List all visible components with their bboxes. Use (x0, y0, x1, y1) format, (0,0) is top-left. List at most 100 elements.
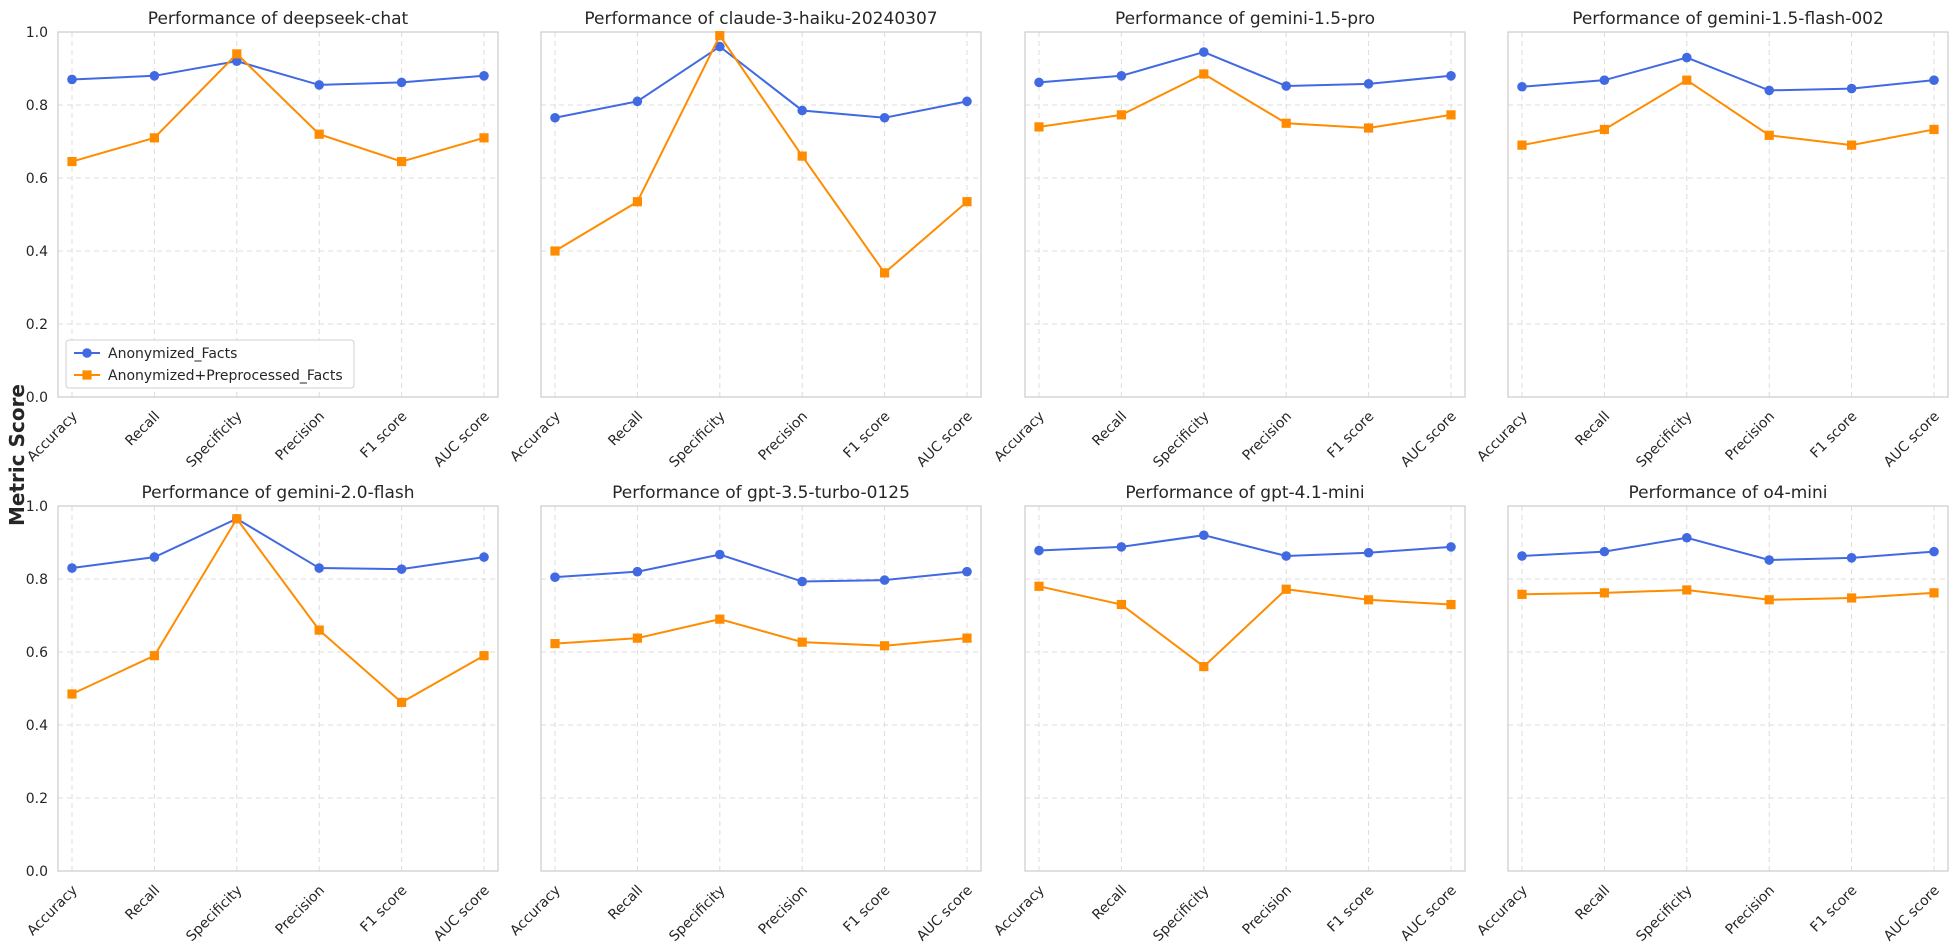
data-point-circle (879, 112, 890, 123)
data-point-circle (1517, 81, 1527, 92)
data-point-square (632, 197, 642, 207)
data-point-square (715, 614, 725, 624)
data-point-square (1199, 662, 1209, 672)
y-tick-label: 0.6 (26, 645, 48, 661)
legend-label: Anonymized+Preprocessed_Facts (108, 368, 343, 384)
data-point-circle (479, 71, 489, 81)
series-line (1038, 72, 1452, 129)
data-point-circle (1446, 542, 1456, 552)
data-point-square (962, 633, 972, 643)
data-point-square (880, 268, 890, 278)
data-point-square (314, 625, 324, 635)
plot-area (1508, 32, 1948, 397)
series-line (1521, 78, 1935, 147)
plot-frame (540, 505, 982, 872)
data-point-circle (1116, 542, 1127, 552)
data-point-square (397, 697, 407, 707)
data-point-square (397, 156, 407, 167)
data-point-square (149, 651, 159, 661)
data-point-square (1847, 593, 1857, 603)
data-point-square (1929, 124, 1939, 135)
plot-area (1508, 506, 1948, 871)
series-line (1038, 585, 1452, 668)
subplot-title: Performance of claude-3-haiku-20240307 (584, 9, 937, 29)
data-point-square (1446, 110, 1456, 120)
data-point-square (149, 133, 159, 143)
y-tick-label: 0.4 (26, 718, 48, 734)
data-point-square (1929, 588, 1939, 598)
legend-label: Anonymized_Facts (108, 346, 237, 362)
plot-frame (1024, 505, 1466, 872)
data-point-square (1034, 581, 1044, 591)
plot-area (1025, 32, 1465, 397)
y-tick-label: 1.0 (26, 499, 48, 515)
data-point-circle (1599, 75, 1610, 85)
series-line (71, 52, 485, 163)
data-point-square (232, 514, 242, 524)
y-tick-label: 0.0 (26, 390, 48, 406)
data-point-square (1517, 140, 1527, 150)
data-point-circle (962, 566, 972, 577)
data-point-circle (479, 552, 489, 562)
series-line (1521, 536, 1935, 562)
data-point-circle (1116, 71, 1127, 81)
data-point-circle (1446, 71, 1456, 81)
data-point-circle (314, 80, 325, 90)
data-point-circle (879, 575, 890, 585)
data-point-square (1599, 588, 1609, 598)
data-point-circle (67, 74, 77, 85)
data-point-circle (396, 564, 407, 574)
data-point-circle (1764, 85, 1774, 96)
plot-area (541, 506, 981, 871)
series-line (1038, 534, 1452, 558)
data-point-circle (962, 96, 972, 107)
legend-marker-circle (82, 348, 92, 358)
subplot-title: Performance of deepseek-chat (148, 9, 409, 29)
data-point-circle (1846, 83, 1857, 94)
plot-frame (540, 31, 982, 398)
data-point-circle (396, 77, 407, 88)
series-line (1521, 588, 1935, 601)
data-point-circle (1599, 546, 1610, 557)
legend-box (65, 339, 355, 389)
y-tick-label: 0.8 (26, 98, 48, 114)
data-point-square (1281, 118, 1291, 128)
series-line (554, 45, 968, 119)
data-point-square (232, 49, 242, 59)
data-point-square (1599, 124, 1609, 135)
data-point-square (632, 633, 642, 643)
data-point-circle (1682, 532, 1692, 543)
data-point-square (1116, 599, 1126, 610)
data-point-circle (1034, 77, 1044, 88)
data-point-circle (1199, 47, 1209, 57)
plot-frame (1024, 31, 1466, 398)
data-point-circle (1682, 52, 1692, 63)
series-line (1521, 56, 1935, 92)
data-point-circle (1034, 545, 1044, 556)
series-line (71, 517, 485, 571)
data-point-circle (715, 549, 725, 560)
data-point-square (479, 133, 489, 143)
data-point-square (314, 129, 324, 139)
data-point-square (1446, 599, 1456, 610)
series-line (71, 60, 485, 86)
series-line (71, 516, 485, 704)
data-point-square (880, 641, 890, 651)
data-point-circle (632, 96, 643, 107)
legend-marker-square (82, 370, 92, 380)
data-point-square (1116, 110, 1126, 120)
data-point-square (962, 197, 972, 207)
data-point-square (1364, 123, 1374, 133)
data-point-circle (1281, 551, 1291, 561)
data-point-square (1682, 585, 1692, 595)
y-tick-label: 1.0 (26, 25, 48, 41)
data-point-square (1682, 75, 1692, 85)
data-point-circle (314, 563, 325, 573)
data-point-square (1199, 69, 1209, 79)
data-point-square (550, 246, 560, 256)
subplot-title: Performance of o4-mini (1628, 483, 1827, 503)
subplot-title: Performance of gpt-3.5-turbo-0125 (612, 483, 910, 503)
data-point-square (479, 651, 489, 661)
series-line (554, 553, 968, 583)
data-point-square (67, 156, 77, 167)
